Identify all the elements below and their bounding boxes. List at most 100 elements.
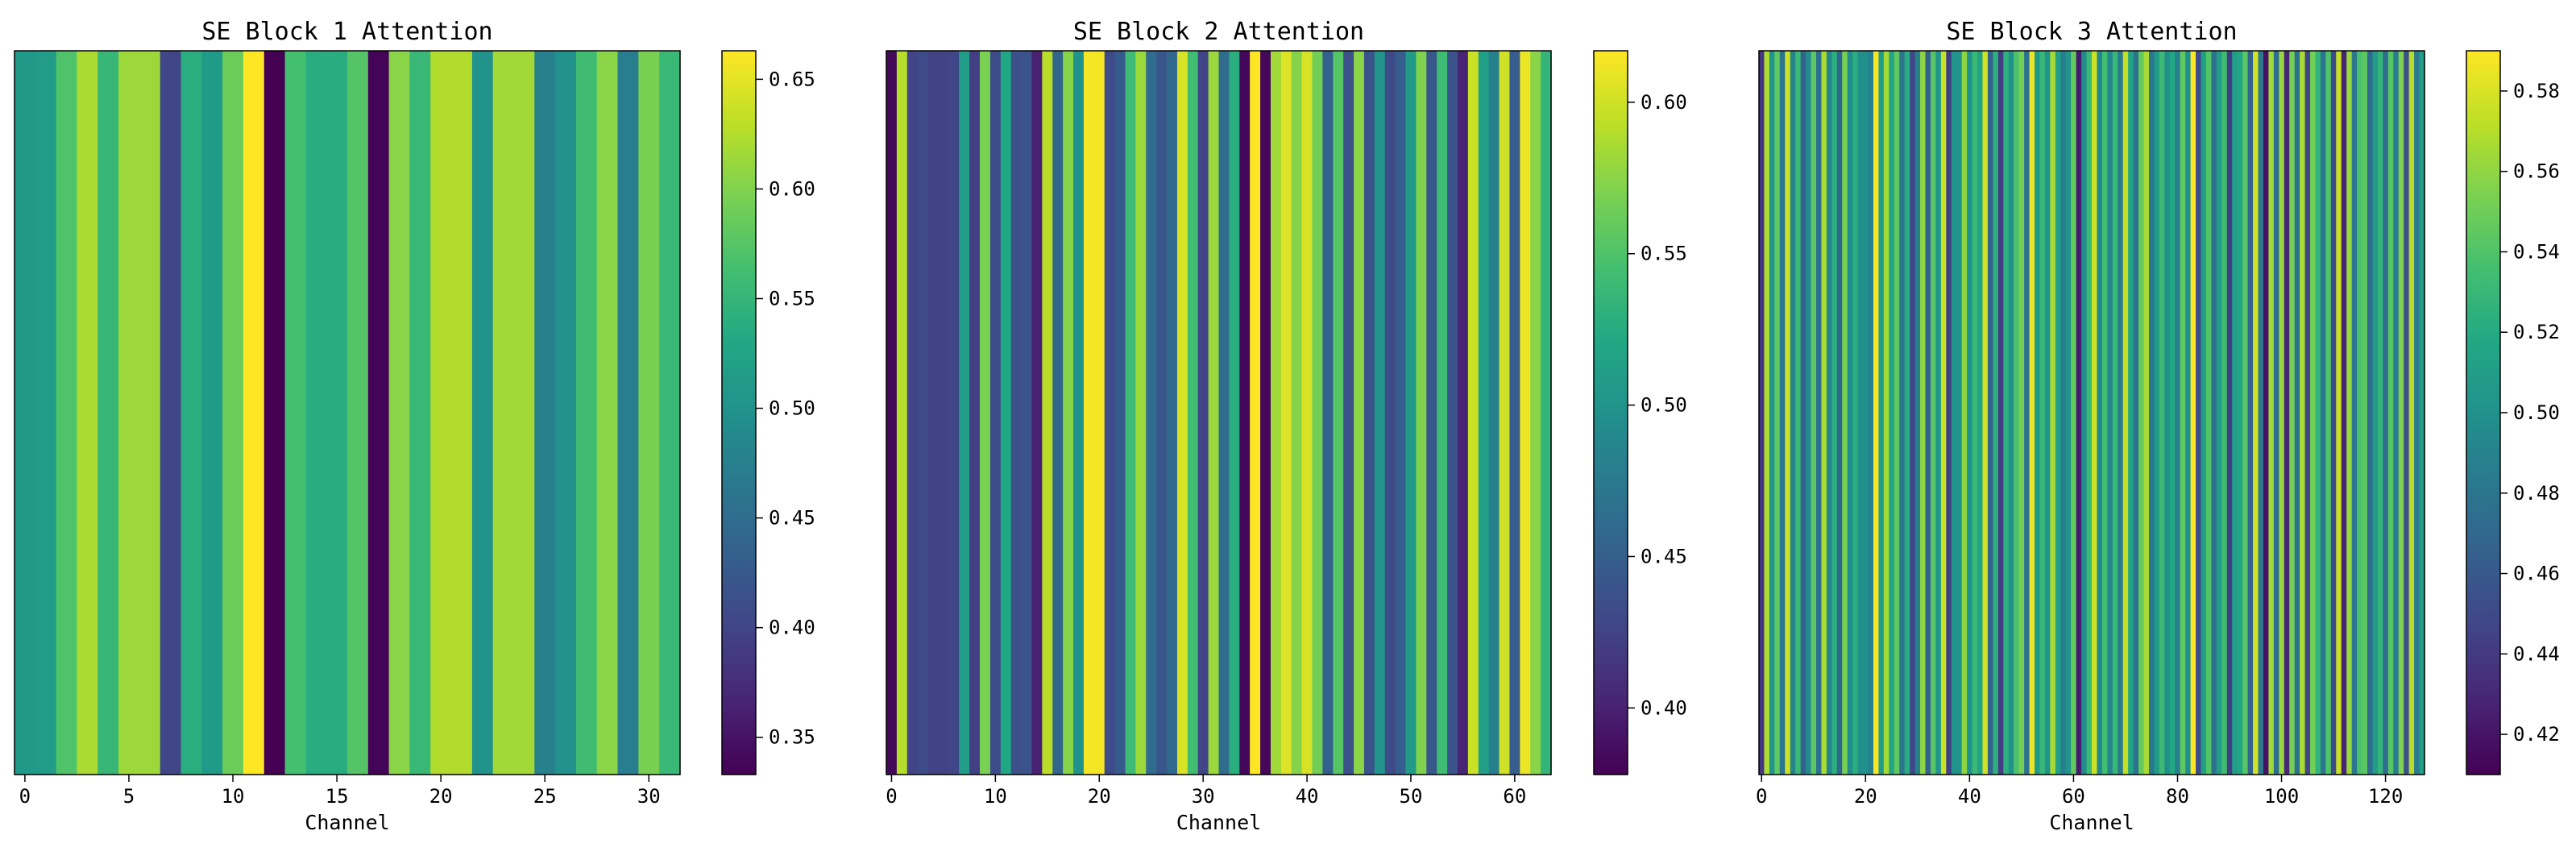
- heatmap-cell: [180, 51, 202, 775]
- heatmap-cells: [1759, 51, 2425, 775]
- heatmap-cell: [1343, 51, 1354, 775]
- heatmap-cell: [1021, 51, 1033, 775]
- heatmap-cell: [2122, 51, 2129, 775]
- heatmap-cell: [2180, 51, 2186, 775]
- x-tick-label: 30: [1192, 785, 1215, 808]
- heatmap-cell: [2190, 51, 2196, 775]
- heatmap-cell: [1499, 51, 1511, 775]
- heatmap-cell: [2101, 51, 2108, 775]
- heatmap-cell: [1790, 51, 1796, 775]
- heatmap-cell: [886, 51, 898, 775]
- charts: SE Block 1 Attention 0 5 10 15 20 25 30 Channel 0…: [14, 18, 2560, 834]
- heatmap-cell: [638, 51, 660, 775]
- heatmap-cell: [2164, 51, 2171, 775]
- heatmap-cell: [35, 51, 57, 775]
- heatmap-cell: [2346, 51, 2353, 775]
- heatmap-cell: [1384, 51, 1396, 775]
- heatmap-cell: [222, 51, 244, 775]
- colorbar-tick-label: 0.50: [2513, 401, 2560, 424]
- heatmap-cell: [388, 51, 411, 775]
- heatmap-cell: [2320, 51, 2326, 775]
- heatmap-cell: [1363, 51, 1375, 775]
- heatmap-cell: [1946, 51, 1952, 775]
- heatmap-cell: [201, 51, 223, 775]
- heatmap-cell: [2081, 51, 2088, 775]
- heatmap-cell: [97, 51, 119, 775]
- heatmap-cell: [2185, 51, 2192, 775]
- x-axis-label: Channel: [305, 811, 389, 834]
- heatmap-cell: [2315, 51, 2321, 775]
- heatmap-cell: [1312, 51, 1324, 775]
- heatmap-cell: [575, 51, 598, 775]
- heatmap-cell: [1852, 51, 1859, 775]
- colorbar-tick-label: 0.50: [769, 397, 815, 420]
- heatmap-cell: [347, 51, 369, 775]
- heatmap-cells: [886, 51, 1552, 775]
- heatmap-cell: [1769, 51, 1775, 775]
- heatmap-cell: [2060, 51, 2067, 775]
- heatmap-cell: [1795, 51, 1802, 775]
- heatmap-cell: [2128, 51, 2134, 775]
- heatmap-panel-2: SE Block 2 Attention 0 10 20 30 40 50 60 Channel…: [886, 18, 1687, 834]
- heatmap-cell: [1935, 51, 1942, 775]
- heatmap-cell: [1488, 51, 1500, 775]
- heatmap-cell: [1354, 51, 1365, 775]
- heatmap-cell: [1873, 51, 1880, 775]
- heatmap-cell: [2143, 51, 2150, 775]
- heatmap-cell: [263, 51, 286, 775]
- plot-frame: [14, 50, 681, 775]
- heatmap-cell: [969, 51, 981, 775]
- heatmap-cell: [917, 51, 929, 775]
- heatmap-cell: [2387, 51, 2394, 775]
- heatmap-cell: [2383, 51, 2389, 775]
- heatmap-cell: [1863, 51, 1869, 775]
- heatmap-cell: [1063, 51, 1074, 775]
- heatmap-cell: [139, 51, 161, 775]
- heatmap-cell: [1447, 51, 1458, 775]
- heatmap-cell: [2419, 51, 2425, 775]
- heatmap-cell: [617, 51, 639, 775]
- heatmap-cell: [2273, 51, 2279, 775]
- x-tick-label: 20: [1088, 785, 1111, 808]
- colorbar-tick-label: 0.52: [2513, 321, 2560, 343]
- heatmap-cell: [1930, 51, 1937, 775]
- x-tick-label: 15: [326, 785, 349, 808]
- heatmap-cell: [2154, 51, 2160, 775]
- heatmap-cell: [1104, 51, 1116, 775]
- heatmap-cell: [555, 51, 577, 775]
- heatmap-cell: [1982, 51, 1989, 775]
- heatmap-cell: [1176, 51, 1188, 775]
- heatmap-cell: [1010, 51, 1023, 775]
- x-tick-label: 60: [2062, 785, 2085, 808]
- x-tick-label: 40: [1958, 785, 1981, 808]
- heatmap-cell: [430, 51, 452, 775]
- heatmap-cell: [2253, 51, 2259, 775]
- heatmap-cell: [1961, 51, 1968, 775]
- heatmap-cell: [896, 51, 908, 775]
- heatmap-cell: [451, 51, 473, 775]
- heatmap-cell: [2294, 51, 2300, 775]
- heatmap-cell: [2071, 51, 2077, 775]
- heatmap-cell: [2226, 51, 2233, 775]
- heatmap-cell: [1416, 51, 1427, 775]
- heatmap-cell: [1467, 51, 1479, 775]
- heatmap-cell: [2175, 51, 2181, 775]
- heatmap-cell: [2341, 51, 2347, 775]
- heatmap-cell: [2148, 51, 2155, 775]
- heatmap-cell: [1951, 51, 1957, 775]
- heatmap-cell: [1910, 51, 1916, 775]
- heatmap-cell: [2247, 51, 2254, 775]
- heatmap-cell: [1073, 51, 1085, 775]
- heatmap-cell: [2237, 51, 2243, 775]
- heatmap-cell: [1868, 51, 1874, 775]
- heatmap-cell: [471, 51, 494, 775]
- heatmap-cell: [1914, 51, 1921, 775]
- colorbar-tick-label: 0.40: [769, 617, 815, 639]
- heatmap-cell: [2258, 51, 2264, 775]
- x-tick-label: 60: [1503, 785, 1526, 808]
- x-tick-label: 25: [533, 785, 557, 808]
- heatmap-cell: [1815, 51, 1823, 775]
- x-axis-label: Channel: [2049, 811, 2134, 834]
- colorbar-tick-label: 0.42: [2513, 723, 2560, 746]
